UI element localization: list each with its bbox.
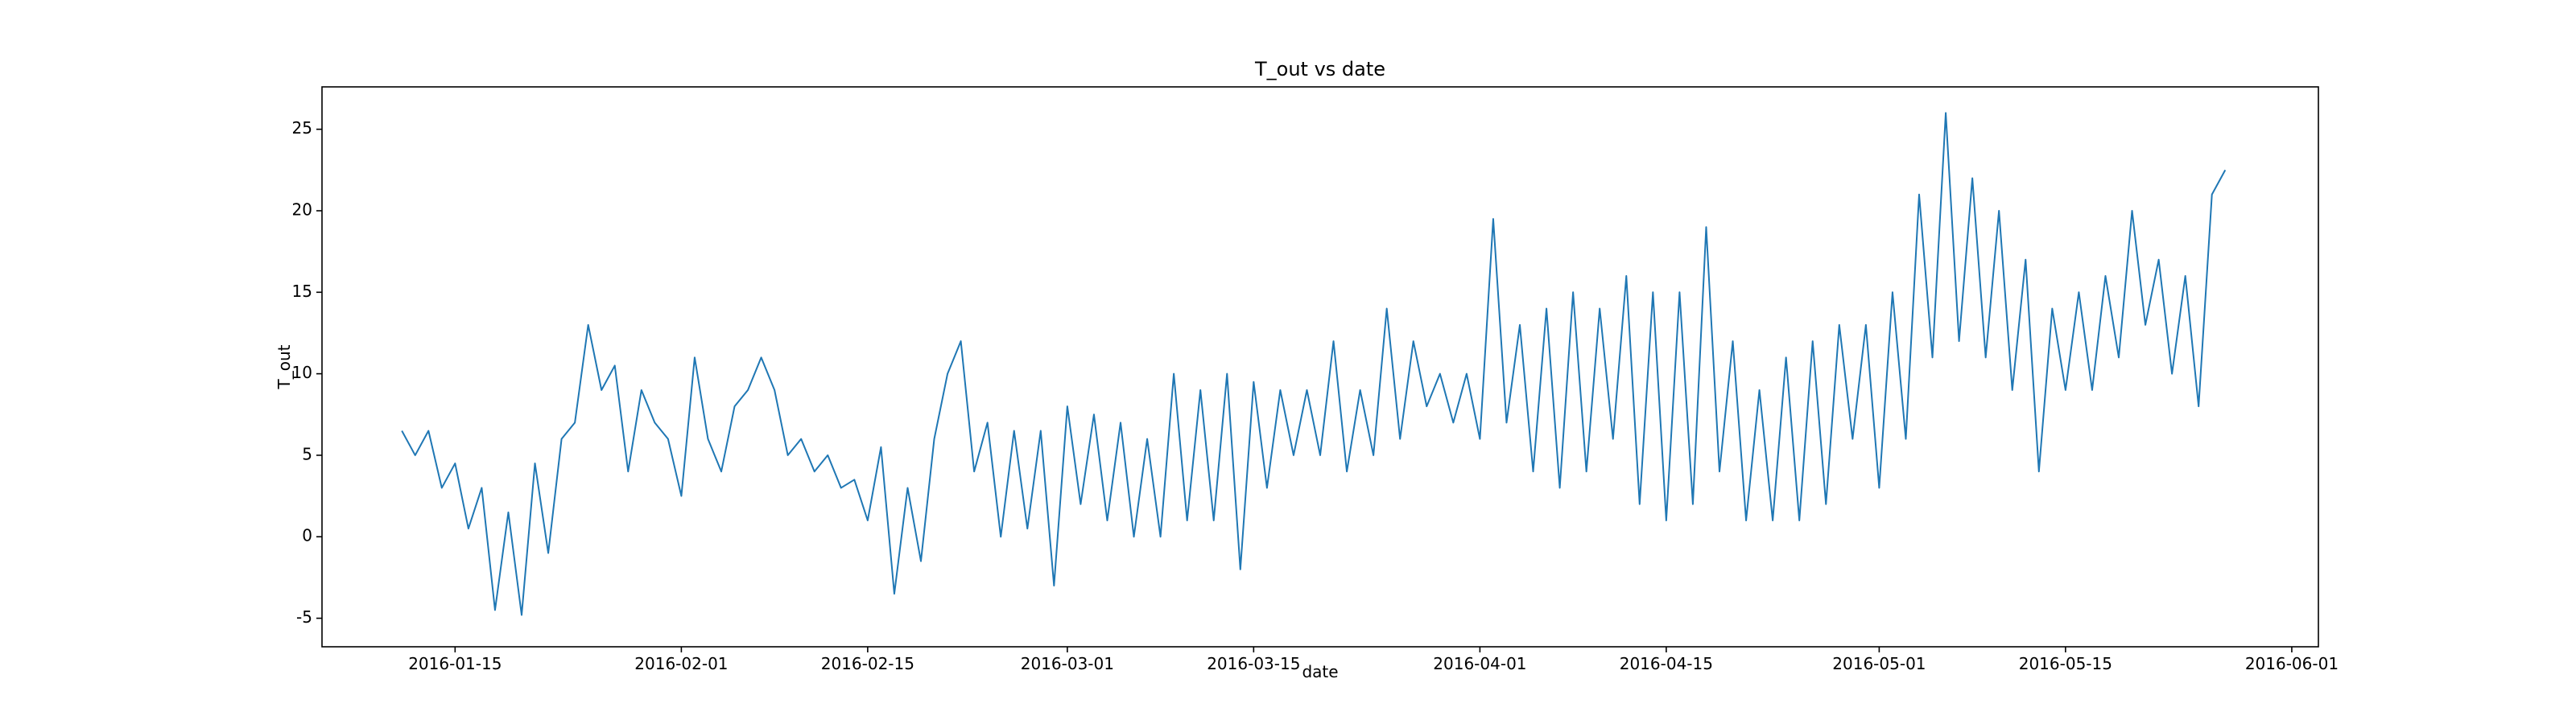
plot-frame xyxy=(321,86,2319,648)
y-tick-label: -5 xyxy=(296,607,312,627)
chart-title: T_out vs date xyxy=(1254,58,1385,80)
x-tick-label: 2016-04-15 xyxy=(1620,654,1713,673)
x-tick-label: 2016-02-15 xyxy=(821,654,914,673)
x-tick-label: 2016-06-01 xyxy=(2245,654,2339,673)
y-tick-label: 20 xyxy=(292,200,312,219)
x-tick-label: 2016-03-15 xyxy=(1207,654,1300,673)
x-tick-label: 2016-03-01 xyxy=(1021,654,1114,673)
y-tick-label: 25 xyxy=(292,118,312,138)
y-tick-label: 10 xyxy=(292,363,312,382)
y-tick-label: 15 xyxy=(292,282,312,301)
x-tick-label: 2016-05-15 xyxy=(2019,654,2112,673)
x-tick-label: 2016-05-01 xyxy=(1832,654,1926,673)
x-tick-label: 2016-02-01 xyxy=(634,654,728,673)
x-tick-label: 2016-04-01 xyxy=(1433,654,1526,673)
data-line xyxy=(401,112,2227,616)
y-axis-label: T_out xyxy=(275,344,294,389)
y-tick-label: 5 xyxy=(302,444,312,463)
x-axis-label: date xyxy=(1302,662,1338,681)
x-tick-label: 2016-01-15 xyxy=(408,654,502,673)
y-tick-label: 0 xyxy=(302,526,312,545)
